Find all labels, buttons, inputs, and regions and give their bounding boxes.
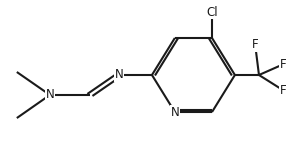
Text: F: F (280, 84, 286, 96)
Text: N: N (171, 106, 179, 118)
Text: F: F (252, 39, 258, 51)
Text: F: F (280, 58, 286, 71)
Text: N: N (115, 69, 123, 81)
Text: Cl: Cl (206, 6, 218, 18)
Text: N: N (46, 88, 54, 101)
